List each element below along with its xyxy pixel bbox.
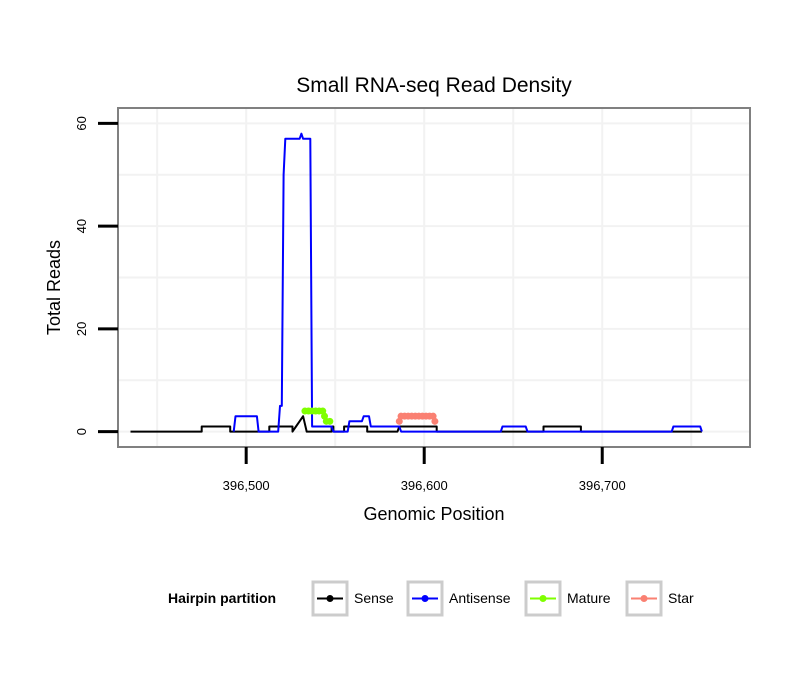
legend-label-sense: Sense [354,590,394,606]
data-point-star [431,417,439,425]
chart-title: Small RNA-seq Read Density [296,74,572,97]
grid [118,108,750,447]
series-layer [130,132,703,433]
panel-border [117,107,751,448]
x-axis-title: Genomic Position [363,504,504,524]
axes: 396,500 396,600 396,700 0 20 40 60 [74,116,626,493]
legend-point-sense [326,595,334,602]
y-axis-title: Total Reads [44,240,64,335]
y-tick-label: 0 [74,428,89,435]
legend-point-star [640,595,648,602]
legend-title: Hairpin partition [168,590,276,606]
x-tick-label: 396,700 [579,478,626,493]
legend-point-mature [539,595,547,602]
data-point-mature [326,417,334,425]
legend-point-antisense [421,595,429,602]
y-tick-label: 20 [74,322,89,336]
legend-label-antisense: Antisense [449,590,511,606]
series-line-antisense [232,132,703,433]
x-tick-label: 396,600 [401,478,448,493]
y-tick-label: 60 [74,116,89,130]
legend-label-mature: Mature [567,590,611,606]
legend: Hairpin partition Sense Antisense Mature St… [168,580,694,617]
x-tick-label: 396,500 [223,478,270,493]
y-tick-label: 40 [74,219,89,233]
legend-label-star: Star [668,590,694,606]
